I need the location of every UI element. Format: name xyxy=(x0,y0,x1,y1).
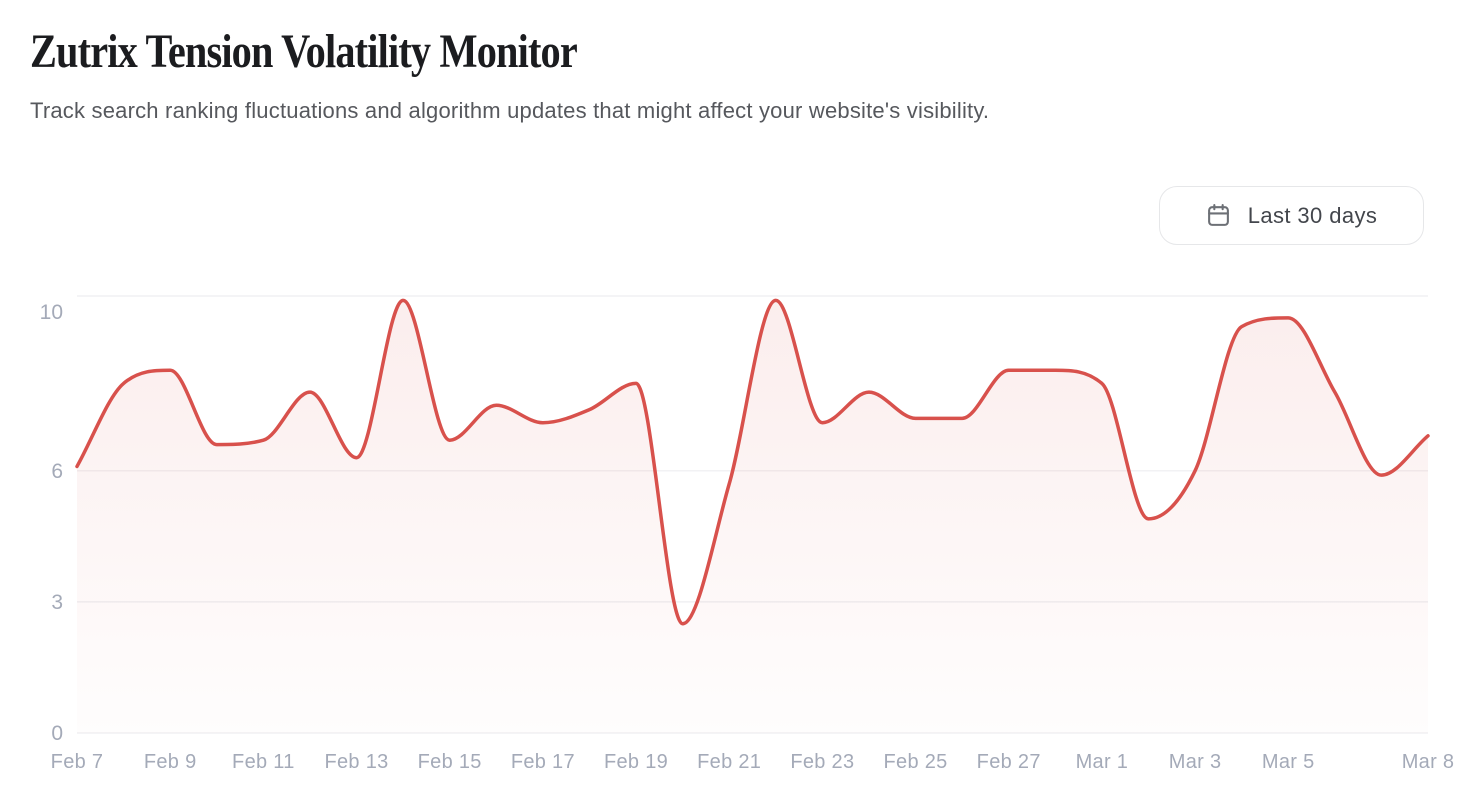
x-tick-label: Mar 5 xyxy=(1262,751,1315,773)
y-tick-label: 0 xyxy=(51,722,63,745)
x-tick-label: Feb 27 xyxy=(977,751,1041,773)
volatility-area xyxy=(77,300,1428,733)
x-tick-label: Feb 17 xyxy=(511,751,575,773)
page-title: Zutrix Tension Volatility Monitor xyxy=(30,25,578,78)
x-tick-label: Feb 7 xyxy=(51,751,104,773)
y-tick-label: 3 xyxy=(51,591,63,614)
y-tick-label: 10 xyxy=(40,301,63,324)
date-range-label: Last 30 days xyxy=(1247,202,1378,228)
date-range-button[interactable]: Last 30 days xyxy=(1159,186,1424,245)
x-tick-label: Feb 11 xyxy=(232,751,295,773)
x-tick-label: Feb 15 xyxy=(418,751,482,773)
x-tick-label: Feb 23 xyxy=(790,751,854,773)
x-tick-label: Feb 19 xyxy=(604,751,668,773)
x-tick-label: Feb 13 xyxy=(324,751,388,773)
x-tick-label: Mar 3 xyxy=(1169,751,1222,773)
x-tick-label: Feb 25 xyxy=(884,751,948,773)
volatility-line xyxy=(75,298,1430,626)
x-tick-label: Feb 21 xyxy=(697,751,761,773)
page-subtitle: Track search ranking fluctuations and al… xyxy=(30,98,990,123)
calendar-icon xyxy=(1207,204,1229,226)
x-tick-label: Mar 1 xyxy=(1076,751,1129,773)
x-tick-label: Feb 9 xyxy=(144,751,197,773)
y-tick-label: 6 xyxy=(51,460,63,483)
x-tick-label: Mar 8 xyxy=(1402,751,1455,773)
